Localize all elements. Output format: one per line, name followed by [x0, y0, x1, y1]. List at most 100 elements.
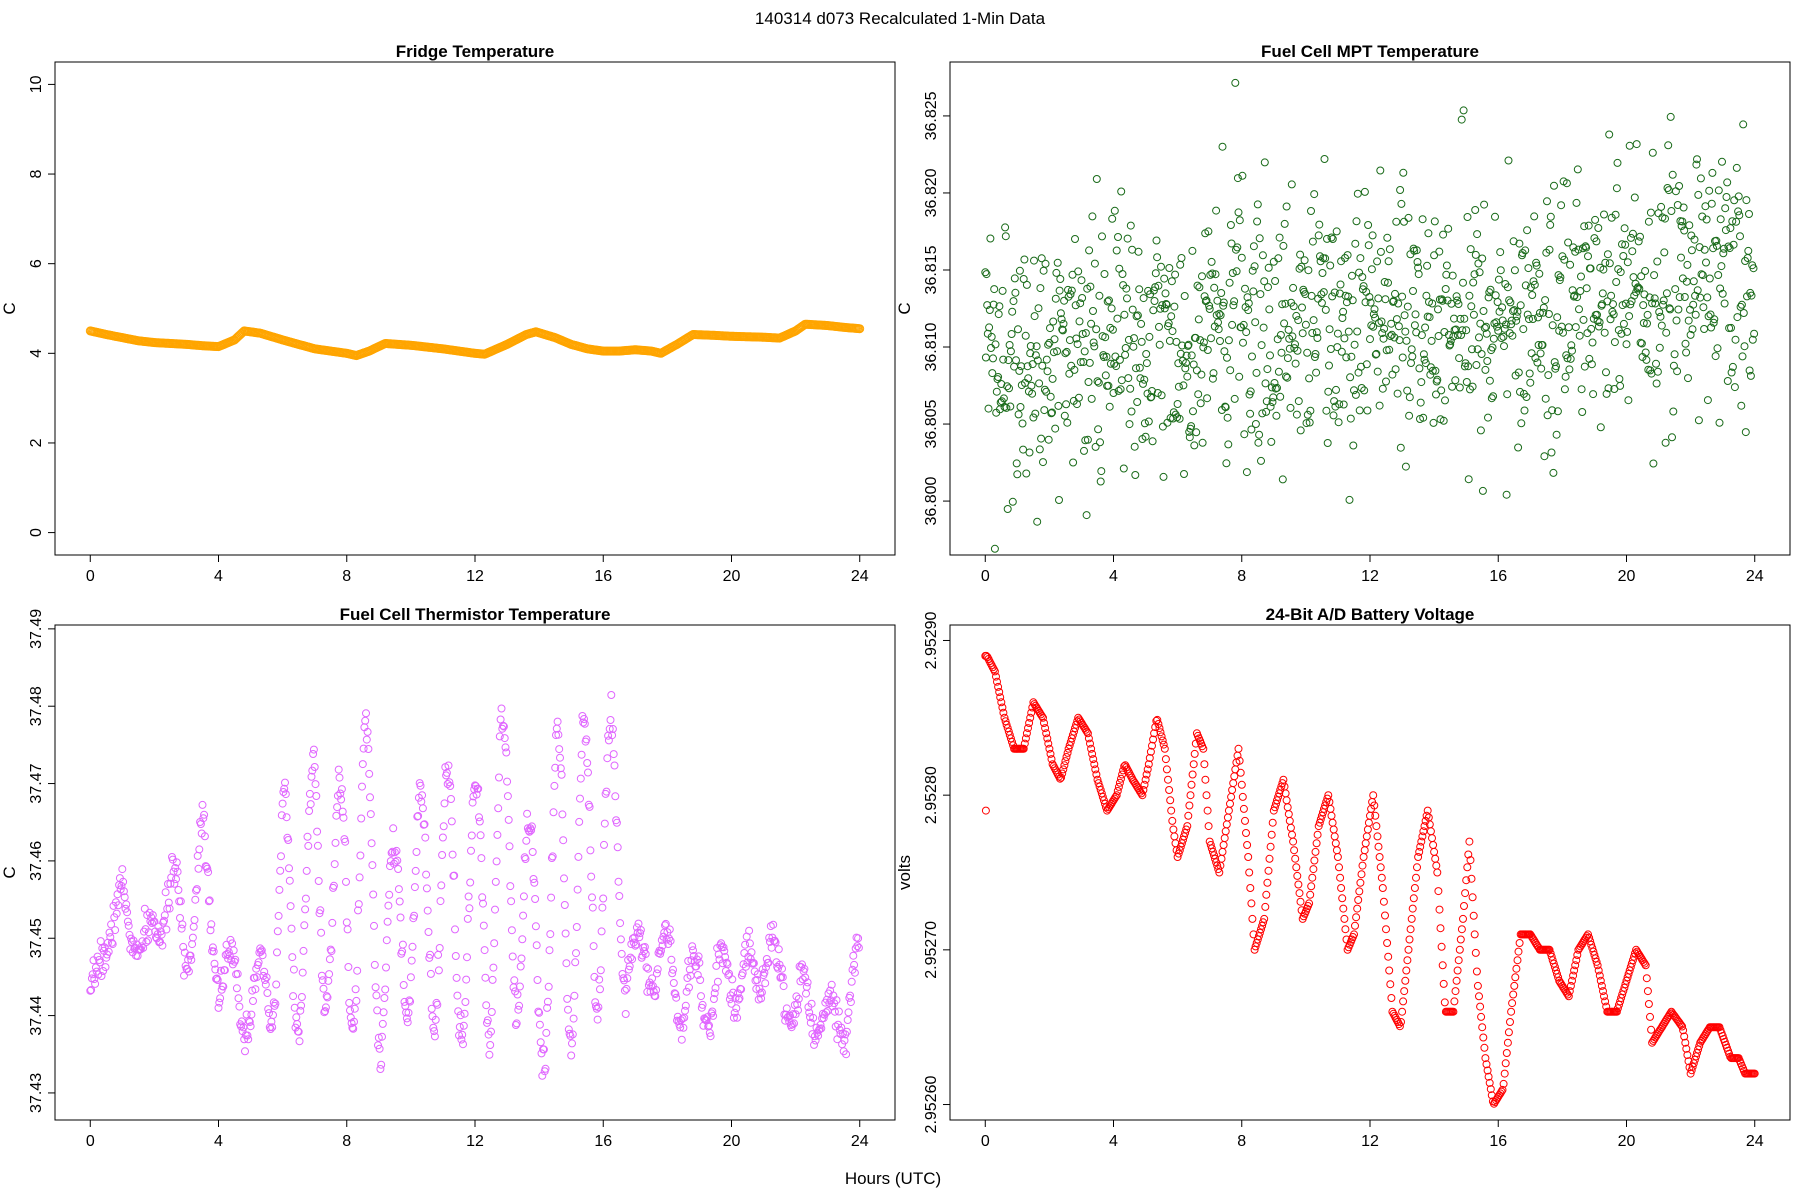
data-point	[1406, 925, 1415, 934]
data-point	[1233, 243, 1242, 252]
data-point	[1117, 774, 1125, 783]
data-point	[365, 769, 374, 778]
data-point	[513, 990, 522, 999]
data-point	[1326, 261, 1335, 270]
data-point	[364, 745, 373, 753]
data-point	[728, 975, 737, 984]
data-point	[1407, 359, 1415, 367]
data-point	[123, 917, 132, 926]
data-point	[1025, 719, 1034, 727]
data-point	[1742, 196, 1751, 205]
data-point	[1090, 259, 1099, 268]
data-point	[1398, 292, 1407, 301]
data-point	[1197, 370, 1206, 379]
data-point	[1357, 870, 1366, 879]
data-point	[710, 989, 719, 998]
data-point	[837, 1023, 846, 1032]
data-point	[214, 1003, 223, 1012]
data-point	[1019, 445, 1028, 454]
data-point	[636, 929, 645, 938]
data-point	[1666, 112, 1675, 121]
data-point	[1487, 394, 1496, 403]
data-point	[1137, 337, 1146, 346]
data-point	[854, 934, 863, 943]
data-point	[1519, 325, 1528, 334]
data-point	[1683, 260, 1692, 269]
data-point	[1647, 1025, 1656, 1034]
data-point	[205, 896, 214, 905]
data-point	[661, 919, 670, 928]
data-point	[1572, 956, 1581, 965]
data-point	[533, 976, 542, 984]
data-point	[689, 946, 697, 955]
data-point	[282, 813, 291, 822]
data-point	[1668, 170, 1677, 179]
data-point	[1460, 362, 1469, 371]
data-point	[1199, 343, 1208, 352]
data-point	[1325, 325, 1334, 334]
data-point	[778, 964, 786, 973]
data-point	[1314, 231, 1323, 240]
data-point	[1553, 407, 1562, 416]
data-point	[1514, 947, 1523, 956]
data-point	[491, 877, 500, 886]
data-point	[1643, 310, 1652, 319]
x-tick-label: 24	[851, 1133, 869, 1150]
data-point	[1029, 413, 1038, 422]
data-point	[1664, 141, 1673, 150]
data-point	[1476, 1002, 1485, 1011]
data-point	[455, 1031, 463, 1040]
data-point	[1100, 270, 1109, 278]
data-point	[761, 979, 770, 988]
data-point	[1257, 341, 1266, 350]
data-point	[1437, 942, 1446, 951]
data-point	[1065, 336, 1074, 345]
data-point	[1139, 786, 1148, 794]
data-point	[695, 958, 704, 967]
data-point	[1678, 217, 1687, 226]
data-point	[1026, 713, 1035, 722]
data-point	[1410, 884, 1419, 892]
data-point	[1714, 271, 1723, 279]
data-point	[504, 815, 513, 824]
data-point	[1475, 333, 1483, 342]
data-point	[1246, 884, 1255, 892]
data-point	[1306, 406, 1315, 415]
data-point	[1223, 413, 1232, 422]
data-point	[1093, 377, 1102, 386]
data-point	[724, 971, 733, 980]
data-point	[298, 968, 307, 977]
data-point	[682, 987, 691, 996]
data-point	[1161, 289, 1170, 298]
data-point	[1408, 352, 1417, 361]
data-point	[713, 977, 722, 986]
data-point	[430, 1027, 439, 1036]
data-point	[1046, 749, 1055, 758]
data-point	[1291, 854, 1300, 863]
data-point	[631, 941, 640, 950]
data-point	[1125, 420, 1134, 429]
data-point	[1373, 832, 1382, 841]
data-point	[1318, 269, 1327, 277]
data-point	[1194, 390, 1203, 399]
data-point	[1157, 262, 1165, 271]
data-point	[244, 1035, 253, 1044]
data-point	[1067, 286, 1076, 295]
data-point	[487, 1008, 496, 1016]
data-point	[739, 960, 748, 969]
data-point	[1259, 918, 1268, 927]
data-point	[375, 1044, 384, 1053]
data-point	[463, 914, 472, 923]
data-point	[1097, 467, 1106, 476]
data-point	[1396, 186, 1405, 194]
data-point	[1228, 269, 1237, 277]
data-point	[1595, 318, 1604, 327]
data-point	[1484, 1072, 1493, 1081]
data-point	[1273, 383, 1281, 392]
data-point	[156, 927, 165, 936]
data-point	[99, 967, 108, 975]
data-point	[1019, 744, 1028, 753]
data-point	[1481, 365, 1490, 374]
data-point	[981, 353, 990, 362]
data-point	[1338, 894, 1347, 903]
